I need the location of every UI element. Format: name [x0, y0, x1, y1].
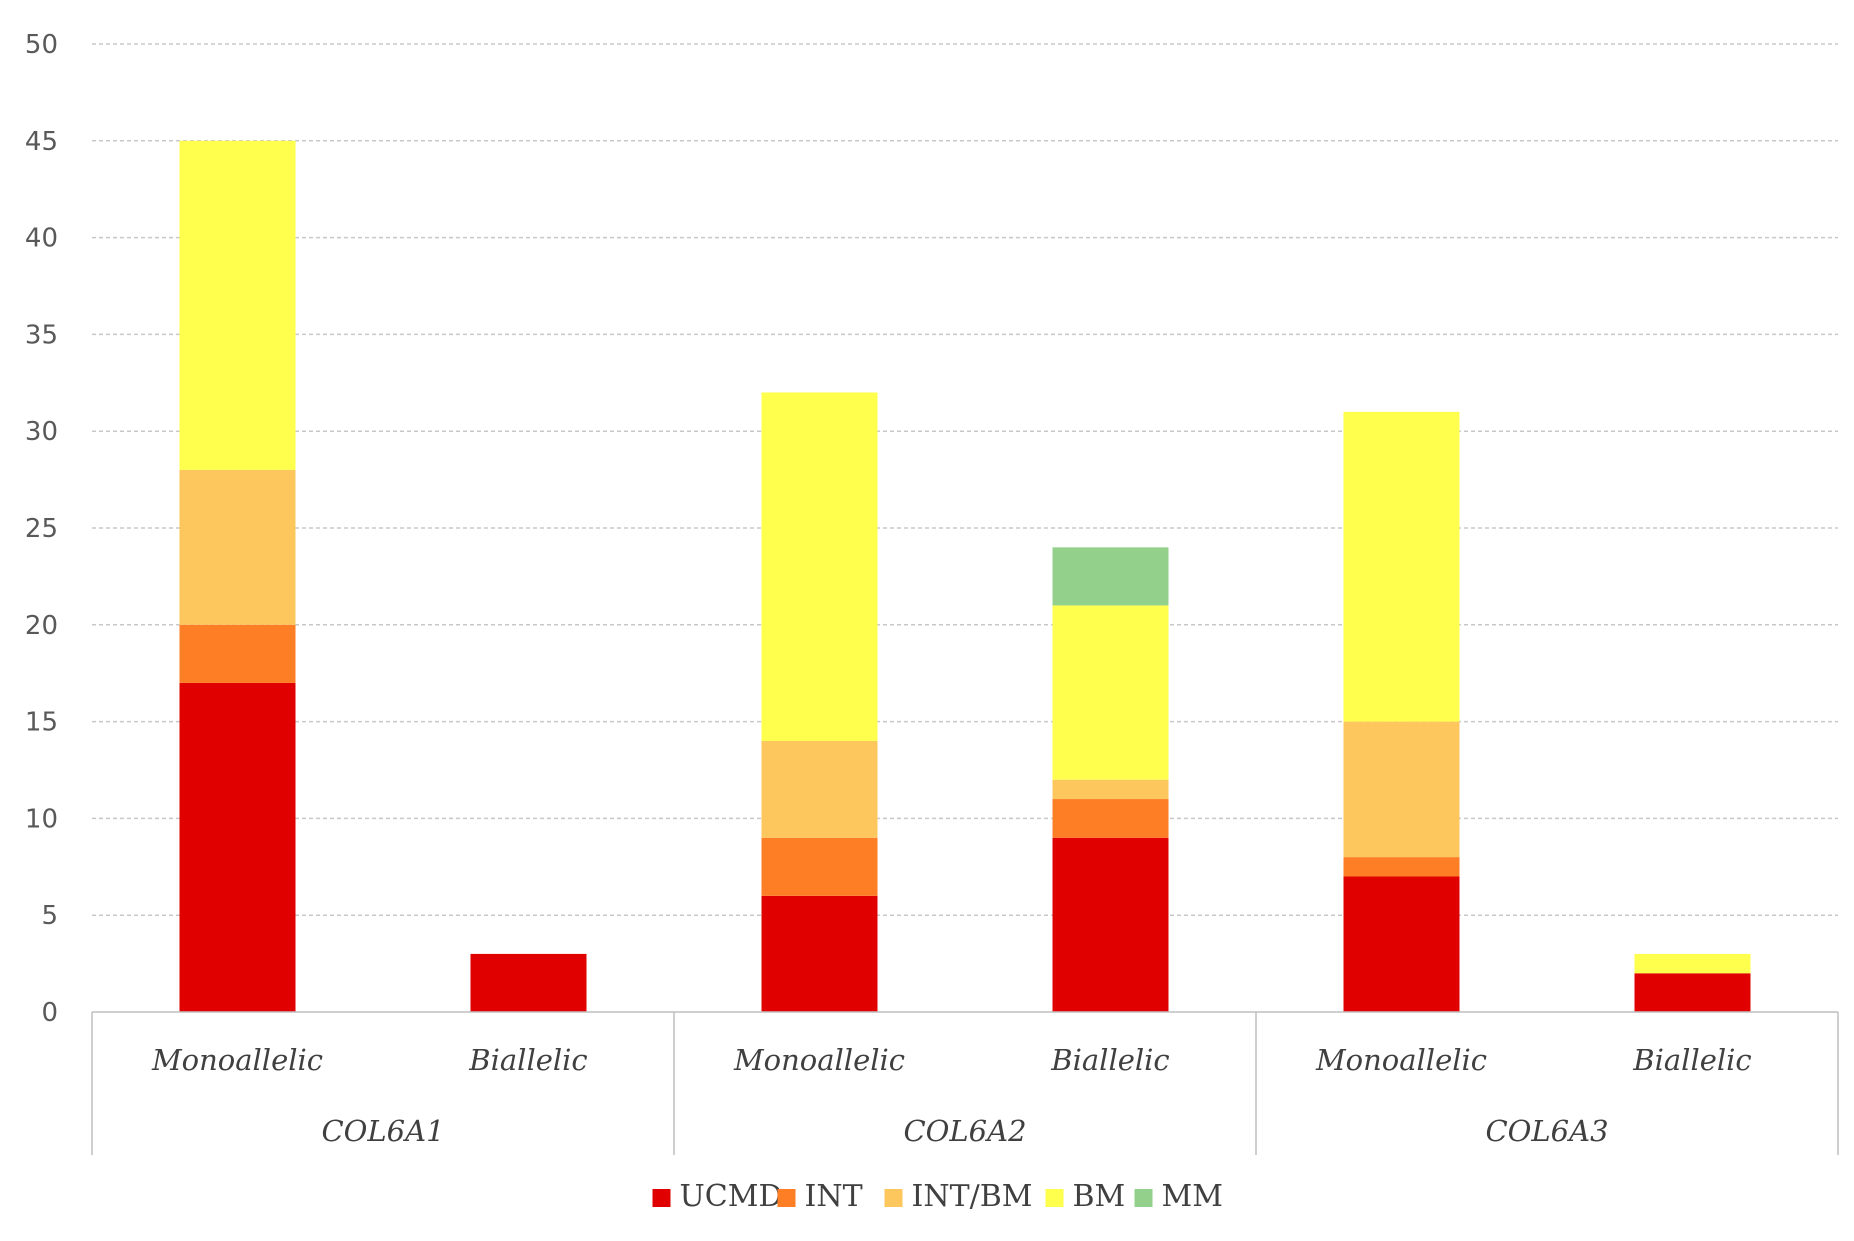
y-tick-label: 10	[25, 804, 58, 834]
legend-swatch	[1045, 1189, 1064, 1207]
gridlines	[92, 43, 1838, 916]
x-axis: Monoallelic Biallelic Monoallelic Biallelic…	[91, 1011, 1839, 1155]
y-tick-label: 35	[25, 320, 58, 350]
y-tick-label: 20	[25, 611, 58, 641]
y-tick-label: 15	[25, 708, 58, 738]
legend-swatch	[777, 1189, 796, 1207]
bar-segment-bm	[179, 140, 296, 470]
y-tick-label: 25	[25, 514, 58, 544]
bar-segment-bm	[761, 392, 878, 741]
x-category-label: Biallelic	[1050, 1043, 1169, 1077]
bar-segment-ucmd	[179, 682, 296, 1012]
x-group-label: COL6A3	[1485, 1114, 1608, 1148]
bar-segment-int-bm	[761, 740, 878, 838]
x-group-label: COL6A2	[903, 1114, 1026, 1148]
legend-label: INT/BM	[912, 1179, 1033, 1214]
y-tick-label: 50	[25, 30, 58, 60]
bar-segment-mm	[1052, 547, 1169, 606]
bar-segment-int	[761, 837, 878, 896]
bar-segment-int-bm	[1052, 779, 1169, 800]
legend-label: UCMD	[680, 1179, 783, 1214]
bar-segment-int	[179, 624, 296, 683]
x-category-label: Monoallelic	[733, 1043, 905, 1077]
x-category-label: Monoallelic	[151, 1043, 323, 1077]
bar-segment-ucmd	[1343, 876, 1460, 1012]
bar-segment-ucmd	[761, 895, 878, 1012]
legend-label: INT	[805, 1179, 863, 1214]
x-category-label: Monoallelic	[1315, 1043, 1487, 1077]
bar-segment-int	[1343, 857, 1460, 877]
legend-label: MM	[1162, 1179, 1223, 1214]
bar-segment-bm	[1634, 953, 1751, 974]
bar-segment-bm	[1052, 605, 1169, 780]
x-group-label: COL6A1	[321, 1114, 444, 1148]
bar-segment-int-bm	[1343, 721, 1460, 858]
x-category-label: Biallelic	[468, 1043, 587, 1077]
bar-segment-bm	[1343, 411, 1460, 722]
y-tick-label: 40	[25, 224, 58, 254]
y-tick-label: 5	[41, 901, 58, 931]
bar-segment-ucmd	[1634, 973, 1751, 1012]
y-axis-ticks: 0 5 10 15 20 25 30 35 40 45 50	[25, 30, 58, 1028]
y-tick-label: 45	[25, 127, 58, 157]
y-tick-label: 30	[25, 417, 58, 447]
bar-segment-ucmd	[470, 953, 587, 1012]
y-tick-label: 0	[41, 998, 58, 1028]
bar-segment-int	[1052, 799, 1169, 838]
legend-swatch	[1134, 1189, 1153, 1207]
bar-segment-int-bm	[179, 469, 296, 625]
legend-swatch	[884, 1189, 903, 1207]
bar-segment-ucmd	[1052, 837, 1169, 1012]
legend: UCMD INT INT/BM BM MM	[652, 1179, 1223, 1214]
bars	[179, 140, 1751, 1012]
x-category-label: Biallelic	[1632, 1043, 1751, 1077]
legend-swatch	[652, 1189, 671, 1207]
legend-label: BM	[1073, 1179, 1126, 1214]
